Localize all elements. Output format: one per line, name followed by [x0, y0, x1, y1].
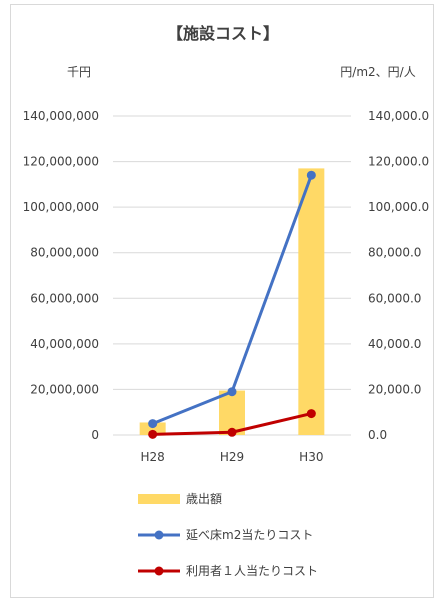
- left-tick-label: 0: [91, 428, 99, 442]
- right-tick-label: 140,000.0: [368, 109, 429, 123]
- right-tick-label: 100,000.0: [368, 200, 429, 214]
- left-tick-label: 20,000,000: [30, 382, 99, 396]
- right-tick-label: 60,000.0: [368, 291, 421, 305]
- line-point-1-H28: [148, 429, 158, 439]
- right-tick-label: 0.0: [368, 428, 387, 442]
- line-series-0: [152, 174, 313, 425]
- x-tick-label: H29: [220, 450, 244, 464]
- line-series: [148, 170, 316, 439]
- line-point-0-H28: [148, 419, 158, 429]
- left-tick-label: 120,000,000: [23, 155, 99, 169]
- left-axis-ticks: 140,000,000 120,000,000 100,000,000 80,000,…: [23, 109, 99, 442]
- bar-series: [139, 168, 325, 435]
- legend-swatch-bar: [138, 494, 180, 504]
- legend-label: 延べ床m2当たりコスト: [186, 528, 313, 542]
- left-tick-label: 40,000,000: [30, 337, 99, 351]
- legend-label: 歳出額: [186, 492, 222, 506]
- legend-marker: [154, 566, 164, 576]
- legend-label: 利用者１人当たりコスト: [186, 564, 318, 578]
- right-tick-label: 80,000.0: [368, 246, 421, 260]
- line-point-1-H29: [227, 427, 237, 437]
- line-point-0-H29: [227, 387, 237, 397]
- chart-title: 【施設コスト】: [167, 24, 279, 43]
- x-tick-label: H30: [299, 450, 323, 464]
- left-axis-unit: 千円: [67, 65, 91, 79]
- right-axis-unit: 円/m2、円/人: [340, 65, 415, 79]
- chart: 【施設コスト】 千円 円/m2、円/人 140,000,000 120,000,0…: [10, 4, 434, 598]
- line-point-0-H30: [306, 170, 316, 180]
- chart-canvas: 【施設コスト】 千円 円/m2、円/人 140,000,000 120,000,0…: [23, 24, 429, 578]
- right-axis-ticks: 140,000.0 120,000.0 100,000.0 80,000.0 60,00…: [368, 109, 429, 442]
- bar-H28: [139, 422, 166, 435]
- left-tick-label: 100,000,000: [23, 200, 99, 214]
- right-tick-label: 20,000.0: [368, 382, 421, 396]
- line-point-1-H30: [306, 409, 316, 419]
- legend-marker: [154, 530, 164, 540]
- gridlines: [113, 115, 351, 436]
- right-tick-label: 40,000.0: [368, 337, 421, 351]
- left-tick-label: 60,000,000: [30, 291, 99, 305]
- left-tick-label: 80,000,000: [30, 246, 99, 260]
- bar-H30: [298, 168, 325, 435]
- right-tick-label: 120,000.0: [368, 155, 429, 169]
- x-axis-ticks: H28 H29 H30: [141, 450, 324, 464]
- x-tick-label: H28: [141, 450, 165, 464]
- bar-H29: [219, 390, 245, 435]
- left-tick-label: 140,000,000: [23, 109, 99, 123]
